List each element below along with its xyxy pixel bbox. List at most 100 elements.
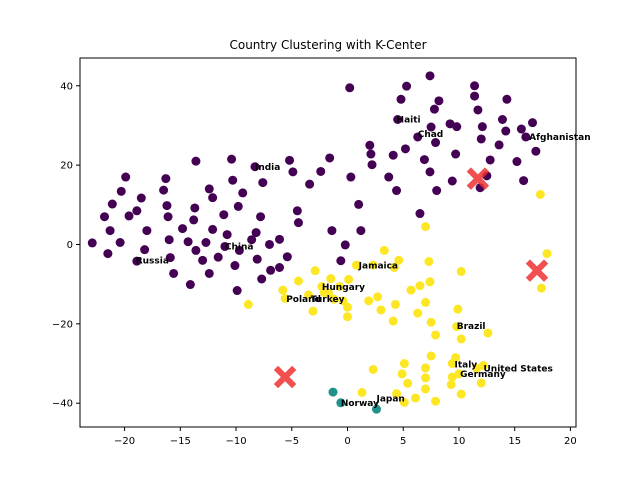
data-point-cluster-0	[494, 140, 504, 150]
data-point-cluster-2	[373, 292, 383, 302]
data-point-cluster-2	[421, 297, 431, 307]
data-point-cluster-0	[431, 138, 441, 148]
data-point-cluster-2	[426, 351, 436, 361]
country-label: Germany	[460, 370, 506, 380]
data-point-cluster-2	[397, 369, 407, 379]
data-point-cluster-0	[519, 176, 529, 186]
data-point-cluster-2	[335, 282, 345, 292]
x-tick-label: −5	[284, 436, 299, 447]
data-point-cluster-0	[346, 172, 356, 182]
data-point-cluster-0	[266, 265, 276, 275]
country-labels: India Haiti Chad Afghanistan China Russia Jama…	[136, 116, 591, 410]
data-point-cluster-0	[415, 209, 425, 219]
data-point-cluster-0	[201, 238, 211, 247]
data-point-cluster-0	[103, 249, 113, 259]
data-point-cluster-2	[368, 364, 378, 374]
country-label: Poland	[286, 295, 321, 305]
data-point-cluster-2	[483, 328, 493, 338]
country-label: Japan	[375, 394, 404, 404]
country-label: Russia	[136, 256, 169, 266]
data-point-cluster-2	[399, 359, 409, 369]
data-point-cluster-2	[456, 389, 466, 399]
data-point-cluster-0	[132, 256, 142, 266]
data-point-cluster-0	[402, 81, 412, 91]
data-point-cluster-2	[394, 255, 404, 265]
data-point-cluster-0	[512, 157, 522, 167]
data-point-cluster-0	[292, 206, 302, 216]
data-point-cluster-2	[293, 276, 303, 286]
x-axis: −20 −15 −10 −5 0 5 10 15 20	[114, 427, 577, 447]
data-point-cluster-2	[424, 257, 434, 267]
data-point-cluster-0	[258, 178, 268, 188]
y-tick-label: 20	[60, 161, 73, 172]
y-tick-label: −20	[52, 319, 73, 330]
data-point-cluster-0	[238, 188, 248, 198]
data-point-cluster-0	[191, 245, 201, 255]
data-point-cluster-0	[178, 224, 188, 234]
y-tick-label: 40	[60, 81, 73, 92]
data-point-cluster-0	[198, 255, 208, 265]
data-point-cluster-0	[473, 105, 483, 115]
data-point-cluster-0	[516, 124, 526, 134]
data-point-cluster-0	[476, 134, 486, 144]
data-point-cluster-0	[325, 153, 335, 163]
data-point-cluster-2	[446, 380, 456, 390]
data-point-cluster-0	[107, 199, 117, 209]
data-point-cluster-2	[456, 334, 466, 344]
data-point-cluster-0	[528, 118, 538, 128]
data-point-cluster-0	[140, 245, 150, 255]
data-point-cluster-0	[316, 166, 326, 176]
data-point-cluster-2	[476, 378, 486, 388]
data-point-cluster-2	[403, 378, 413, 388]
data-point-cluster-2	[456, 266, 466, 276]
data-point-cluster-2	[343, 302, 353, 312]
data-point-cluster-2	[280, 293, 290, 303]
country-label: Jamaica	[358, 262, 398, 272]
country-label: Brazil	[457, 322, 486, 332]
data-point-cluster-0	[208, 193, 218, 203]
x-tick-label: −15	[170, 436, 191, 447]
data-point-cluster-0	[250, 162, 260, 172]
data-point-cluster-0	[356, 226, 366, 236]
data-point-cluster-0	[434, 96, 444, 106]
country-label: Italy	[455, 361, 478, 371]
data-point-cluster-0	[204, 268, 214, 278]
data-point-cluster-0	[521, 132, 531, 142]
data-point-cluster-0	[100, 212, 110, 222]
data-point-cluster-2	[431, 396, 441, 406]
data-point-cluster-2	[478, 361, 488, 370]
data-point-cluster-0	[367, 160, 377, 170]
data-point-cluster-0	[485, 155, 495, 165]
data-point-cluster-2	[376, 305, 386, 315]
data-point-cluster-0	[501, 126, 511, 136]
data-point-cluster-0	[232, 286, 242, 296]
data-point-cluster-0	[228, 175, 238, 185]
y-axis: −40 −20 0 20 40	[52, 81, 80, 410]
data-point-cluster-2	[308, 306, 318, 316]
data-point-cluster-2	[415, 281, 425, 291]
data-point-cluster-0	[497, 115, 507, 124]
data-point-cluster-0	[340, 240, 350, 250]
data-point-cluster-0	[204, 184, 214, 194]
data-point-cluster-2	[406, 285, 416, 295]
data-point-cluster-2	[421, 363, 431, 373]
data-point-cluster-2	[535, 189, 545, 199]
data-point-cluster-0	[230, 261, 240, 271]
data-point-cluster-0	[234, 245, 244, 255]
data-point-cluster-0	[164, 235, 174, 245]
data-point-cluster-0	[413, 132, 423, 142]
data-point-cluster-0	[275, 262, 285, 272]
data-points	[87, 71, 552, 414]
data-point-cluster-0	[447, 176, 457, 186]
data-point-cluster-2	[410, 393, 420, 403]
data-point-cluster-0	[275, 234, 285, 244]
data-point-cluster-2	[392, 389, 402, 399]
data-point-cluster-0	[208, 224, 218, 234]
data-point-cluster-0	[162, 201, 172, 211]
data-point-cluster-0	[282, 252, 292, 262]
data-point-cluster-0	[222, 230, 232, 240]
data-point-cluster-0	[393, 115, 403, 124]
data-point-cluster-0	[256, 212, 266, 222]
data-point-cluster-2	[447, 372, 457, 382]
data-point-cluster-0	[121, 172, 131, 182]
